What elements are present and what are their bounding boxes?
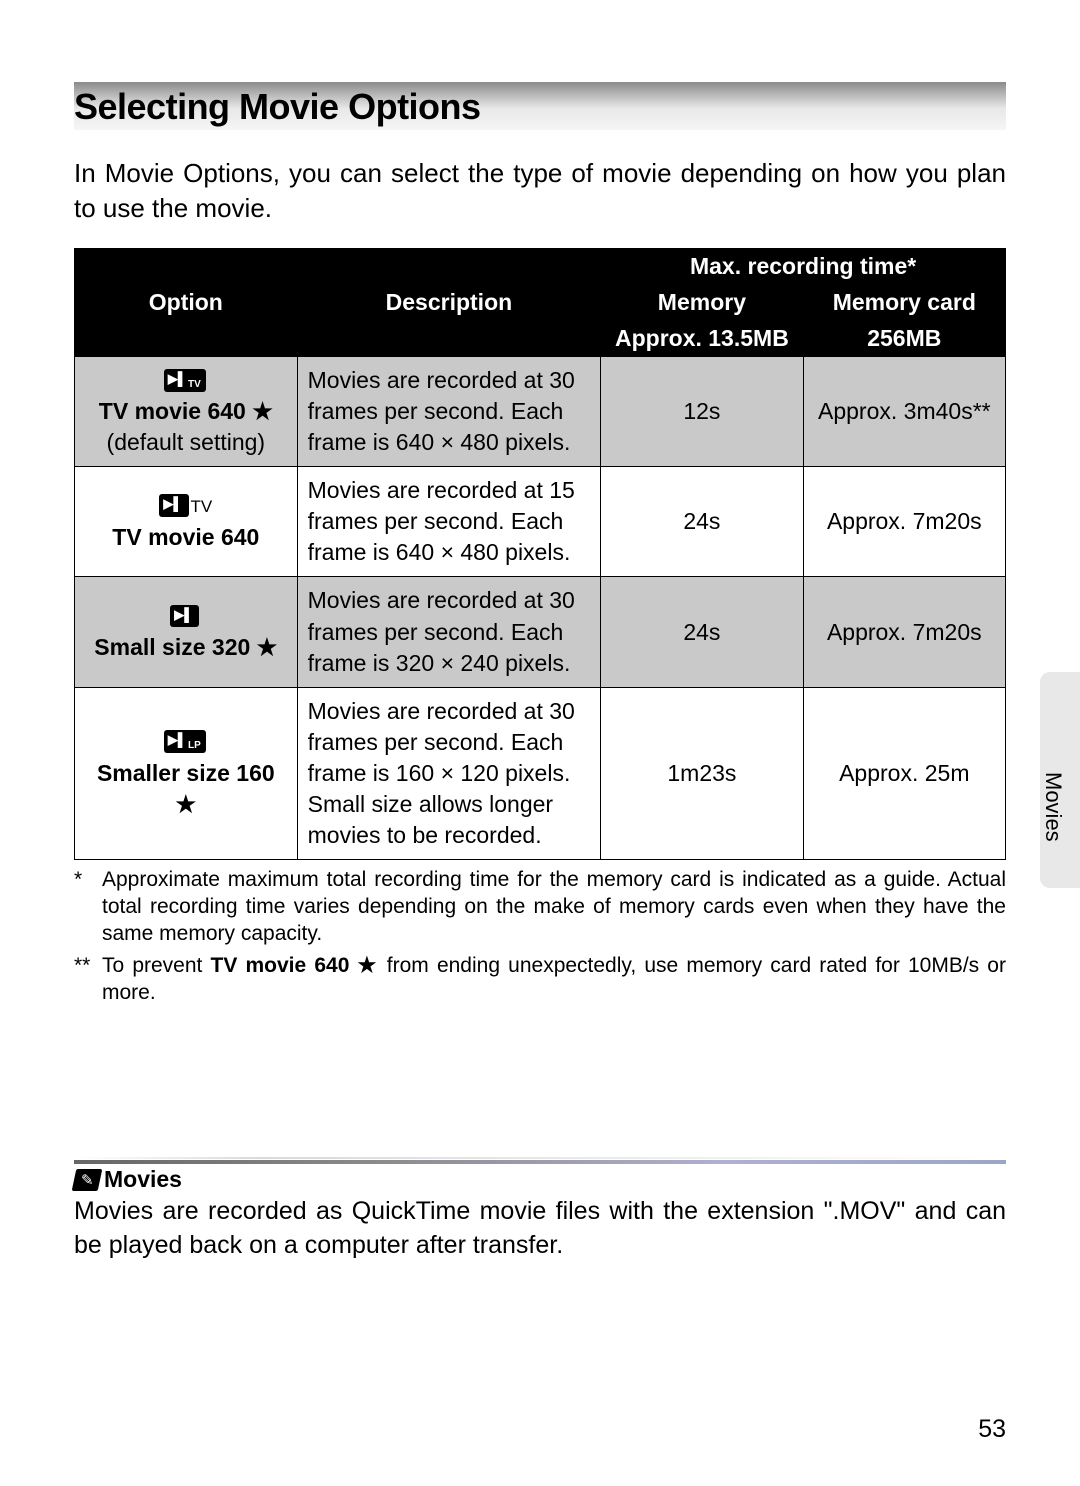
footnote-text: Approximate maximum total recording time… [102, 866, 1006, 948]
table-body: ▶▌TV TV movie 640 ★ (default setting) Mo… [75, 357, 1006, 860]
footnote-marker: ** [74, 952, 102, 1007]
col-description: Description [297, 249, 601, 357]
card-time: Approx. 3m40s** [803, 357, 1005, 467]
col-max-recording: Max. recording time* [601, 249, 1006, 285]
footnotes: * Approximate maximum total recording ti… [74, 866, 1006, 1006]
col-memory-sub: Approx. 13.5MB [601, 321, 803, 357]
option-subtitle: (default setting) [107, 429, 266, 455]
memory-time: 24s [601, 577, 803, 687]
option-description: Movies are recorded at 30 frames per sec… [297, 687, 601, 859]
card-time: Approx. 25m [803, 687, 1005, 859]
card-time: Approx. 7m20s [803, 577, 1005, 687]
note-section: ✎ Movies Movies are recorded as QuickTim… [74, 1160, 1006, 1263]
memory-time: 12s [601, 357, 803, 467]
option-title: Small size 320 ★ [94, 634, 277, 660]
option-title: TV movie 640 ★ [99, 398, 273, 424]
movie-options-table: Option Description Max. recording time* … [74, 248, 1006, 860]
intro-paragraph: In Movie Options, you can select the typ… [74, 156, 1006, 226]
footnote-marker: * [74, 866, 102, 948]
section-title-bar: Selecting Movie Options [74, 82, 1006, 130]
option-title: Smaller size 160 ★ [97, 760, 275, 817]
table-row: ▶▌TV TV movie 640 Movies are recorded at… [75, 467, 1006, 577]
movie-mode-icon: ▶▌ [159, 494, 188, 517]
option-description: Movies are recorded at 30 frames per sec… [297, 577, 601, 687]
movie-mode-icon: ▶▌TV [164, 369, 206, 392]
footnote-text: To prevent TV movie 640 ★ from ending un… [102, 952, 1006, 1007]
col-memory-card: Memory card [803, 285, 1005, 321]
note-body: Movies are recorded as QuickTime movie f… [74, 1195, 1006, 1263]
movie-mode-icon: ▶▌ [170, 605, 199, 628]
page-number: 53 [978, 1415, 1006, 1444]
memory-time: 1m23s [601, 687, 803, 859]
card-time: Approx. 7m20s [803, 467, 1005, 577]
memory-time: 24s [601, 467, 803, 577]
note-title: Movies [104, 1166, 182, 1193]
table-row: ▶▌TV TV movie 640 ★ (default setting) Mo… [75, 357, 1006, 467]
movie-mode-icon: ▶▌LP [164, 730, 206, 753]
note-divider [74, 1160, 1006, 1164]
option-description: Movies are recorded at 30 frames per sec… [297, 357, 601, 467]
col-card-sub: 256MB [803, 321, 1005, 357]
col-option: Option [75, 249, 298, 357]
pencil-icon: ✎ [72, 1169, 103, 1191]
table-row: ▶▌ Small size 320 ★ Movies are recorded … [75, 577, 1006, 687]
option-description: Movies are recorded at 15 frames per sec… [297, 467, 601, 577]
side-tab-label: Movies [1040, 772, 1066, 842]
section-title: Selecting Movie Options [74, 86, 481, 127]
table-row: ▶▌LP Smaller size 160 ★ Movies are recor… [75, 687, 1006, 859]
manual-page: Selecting Movie Options In Movie Options… [0, 0, 1080, 1050]
option-title: TV movie 640 [112, 524, 259, 550]
col-memory: Memory [601, 285, 803, 321]
